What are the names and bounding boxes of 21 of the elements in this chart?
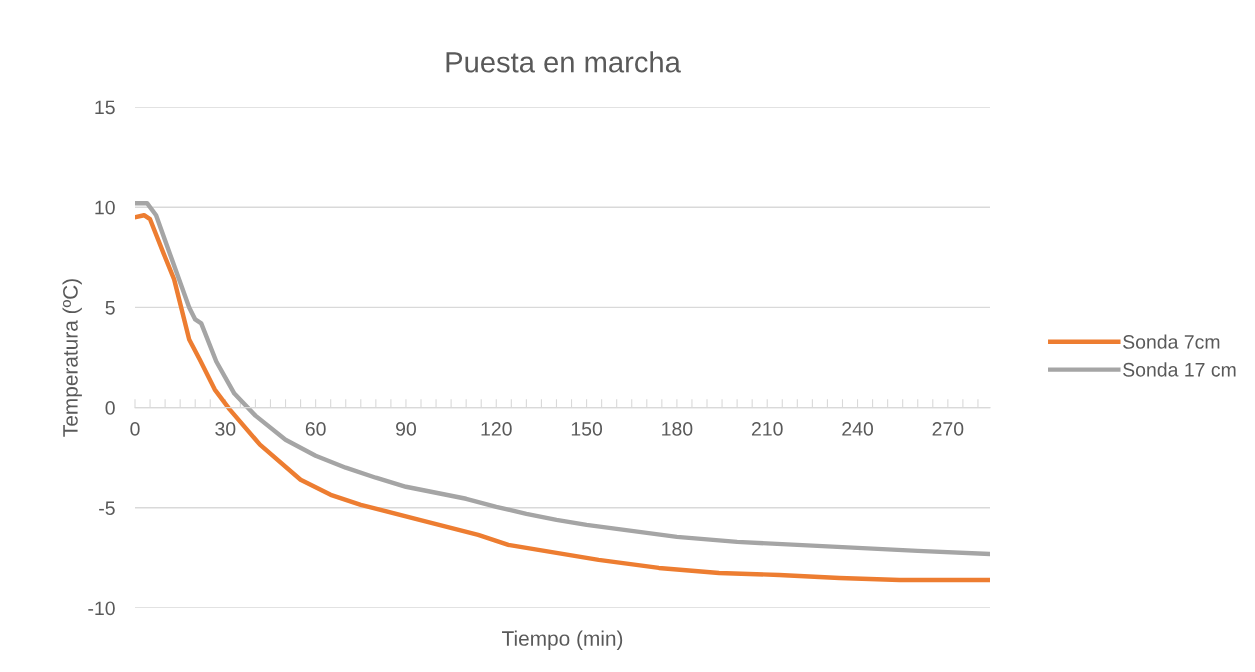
legend-label: Sonda 17 cm (1123, 362, 1236, 377)
x-tick-label: 150 (571, 422, 603, 436)
legend-label: Sonda 7cm (1123, 334, 1220, 349)
y-axis-title: Temperatura (ºC) (62, 279, 82, 437)
y-tick-label: 5 (105, 301, 115, 315)
x-tick-label: 210 (751, 422, 783, 436)
y-tick-label: 10 (95, 200, 115, 215)
chart-title: Puesta en marcha (446, 51, 681, 73)
x-axis-title: Tiempo (min) (502, 630, 623, 650)
y-tick-label: -5 (99, 501, 115, 516)
x-tick-label: 90 (396, 422, 417, 436)
x-tick-label: 0 (130, 422, 140, 436)
y-tick-label: -10 (88, 601, 115, 616)
x-tick-label: 270 (932, 422, 964, 436)
y-tick-label: 15 (95, 100, 115, 115)
x-tick-label: 30 (215, 422, 236, 436)
x-tick-label: 60 (305, 422, 326, 436)
x-tick-label: 240 (842, 422, 873, 436)
y-tick-label: 0 (105, 401, 115, 415)
x-tick-label: 120 (481, 422, 512, 436)
x-tick-label: 180 (662, 422, 693, 436)
